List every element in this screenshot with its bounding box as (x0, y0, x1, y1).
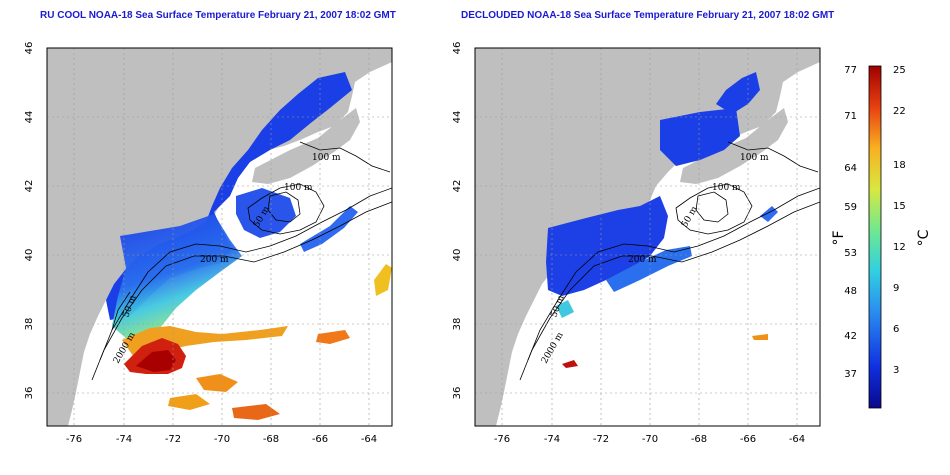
c-tick: 9 (893, 283, 899, 294)
left-contour-label-100m-b: 100 m (284, 183, 313, 193)
left-sst-warm-core (136, 350, 176, 372)
c-tick: 6 (893, 324, 899, 335)
left-sst-scotian-shelf (236, 188, 296, 238)
x-tick: -74 (116, 434, 132, 445)
f-tick: 59 (844, 202, 857, 213)
right-sst-orange-bit (752, 334, 768, 340)
x-tick: -74 (544, 434, 560, 445)
y-tick: 36 (24, 387, 35, 400)
right-frame (474, 47, 821, 427)
right-contour-label-200m: 200 m (628, 255, 657, 265)
left-contour-label-200m: 200 m (200, 255, 229, 265)
c-tick: 12 (893, 242, 906, 253)
x-tick: -76 (66, 434, 82, 445)
y-tick: 36 (452, 387, 463, 400)
y-tick: 42 (452, 180, 463, 193)
right-sst-cyan-bit (556, 300, 574, 318)
c-tick: 3 (893, 365, 899, 376)
x-tick: -70 (214, 434, 230, 445)
left-map-panel: 100 m 100 m 50 m 200 m 50 m 2000 m -76 -… (24, 42, 393, 445)
c-tick: 22 (893, 106, 906, 117)
y-tick: 42 (24, 180, 35, 193)
left-bathymetry-contours (91, 141, 392, 381)
left-sst-orange-patch-2 (196, 374, 238, 392)
y-tick: 46 (24, 42, 35, 55)
left-contour-label-100m-a: 100 m (312, 153, 341, 163)
right-sst-shelf-edge (606, 246, 692, 292)
x-tick: -72 (593, 434, 609, 445)
c-tick: 18 (893, 160, 906, 171)
y-tick: 46 (452, 42, 463, 55)
left-grid (47, 48, 392, 426)
c-tick: 15 (893, 201, 906, 212)
right-nova-scotia (680, 108, 788, 184)
x-tick: -68 (263, 434, 279, 445)
left-panel-title: RU COOL NOAA-18 Sea Surface Temperature … (40, 10, 396, 21)
left-y-axis: 46 44 42 40 38 36 (24, 42, 35, 400)
right-sst-gulf-maine-north (716, 72, 760, 114)
x-tick: -64 (789, 434, 805, 445)
y-tick: 38 (24, 318, 35, 331)
f-tick: 42 (844, 331, 857, 342)
y-tick: 44 (452, 111, 463, 124)
left-sst-orange-patch-4 (232, 404, 280, 420)
x-tick: -76 (494, 434, 510, 445)
colorbar-fahrenheit-label: °F (831, 230, 847, 245)
right-contour-label-100m-a: 100 m (740, 153, 769, 163)
right-y-axis: 46 44 42 40 38 36 (452, 42, 463, 400)
left-sst-gulf-stream (122, 326, 288, 360)
colorbar: 77 71 64 59 53 48 42 37 25 22 18 15 12 9… (831, 65, 932, 409)
left-x-axis: -76 -74 -72 -70 -68 -66 -64 (66, 434, 377, 445)
f-tick: 37 (844, 369, 857, 380)
colorbar-fahrenheit-ticks: 77 71 64 59 53 48 42 37 (844, 65, 857, 380)
f-tick: 77 (844, 65, 857, 76)
x-tick: -66 (740, 434, 756, 445)
colorbar-celsius-label: °C (916, 229, 932, 246)
right-sst-shelf (546, 196, 668, 296)
f-tick: 71 (844, 111, 857, 122)
right-map-panel: 100 m 100 m 50 m 200 m 50 m 2000 m -76 -… (452, 42, 821, 445)
right-panel-title: DECLOUDED NOAA-18 Sea Surface Temperatur… (461, 10, 835, 21)
right-contour-label-100m-b: 100 m (712, 183, 741, 193)
c-tick: 25 (893, 65, 906, 76)
left-land-mass (47, 48, 392, 426)
right-sst-gulf-maine (660, 108, 740, 166)
f-tick: 64 (844, 163, 857, 174)
f-tick: 48 (844, 286, 857, 297)
right-sst-warm-bit (562, 360, 578, 368)
x-tick: -72 (165, 434, 181, 445)
f-tick: 53 (844, 248, 857, 259)
colorbar-celsius-ticks: 25 22 18 15 12 9 6 3 (893, 65, 906, 376)
right-x-axis: -76 -74 -72 -70 -68 -66 -64 (494, 434, 805, 445)
x-tick: -68 (691, 434, 707, 445)
left-sst-orange-patch-3 (168, 394, 210, 410)
x-tick: -70 (642, 434, 658, 445)
colorbar-ramp (868, 65, 882, 409)
y-tick: 40 (24, 249, 35, 262)
left-nova-scotia (252, 108, 360, 184)
left-sst-offshore-streak (300, 206, 358, 252)
right-land-mass (475, 48, 820, 426)
left-sst-orange-patch-1 (316, 330, 350, 344)
y-tick: 40 (452, 249, 463, 262)
x-tick: -66 (312, 434, 328, 445)
right-grid (475, 48, 820, 426)
x-tick: -64 (361, 434, 377, 445)
y-tick: 44 (24, 111, 35, 124)
left-frame (46, 47, 393, 427)
left-sst-east-patch (374, 264, 392, 296)
y-tick: 38 (452, 318, 463, 331)
